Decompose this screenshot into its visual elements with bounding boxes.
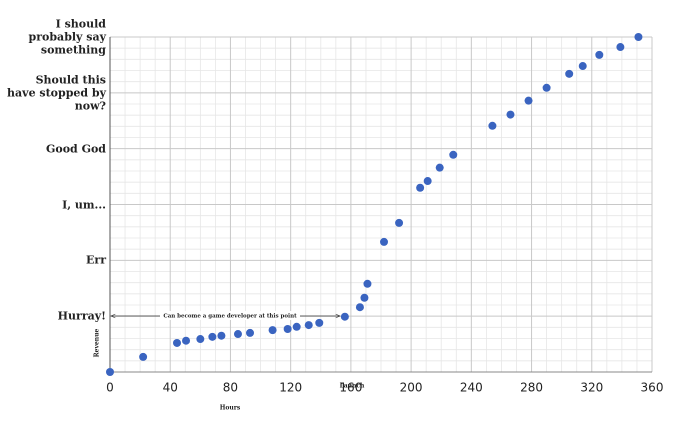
y-tick-label: Good God — [45, 142, 106, 156]
point — [208, 332, 217, 341]
y-tick-label: Should this have stopped by now? — [7, 73, 106, 113]
point — [217, 331, 226, 340]
point — [233, 330, 242, 339]
point — [172, 338, 181, 347]
y-tick-label: Hurray! — [57, 309, 106, 323]
point — [488, 121, 497, 130]
y-tick-label: Err — [86, 253, 106, 267]
x-tick-label: 120 — [279, 381, 302, 395]
annotation: Can become a game developer at this poin… — [163, 314, 297, 320]
point — [283, 325, 292, 334]
point — [565, 69, 574, 78]
point — [506, 110, 515, 119]
point — [416, 183, 425, 192]
point — [304, 321, 313, 330]
x-tick-label: 320 — [580, 381, 603, 395]
annotation-bg — [160, 311, 300, 320]
y-tick-label: I should probably say something — [28, 17, 106, 57]
y-axis-title: Revenue — [94, 328, 101, 357]
point — [182, 336, 191, 345]
point — [634, 33, 643, 41]
point — [380, 237, 389, 246]
point — [395, 218, 404, 227]
x-tick-label: 40 — [163, 381, 178, 395]
x-tick-label: 280 — [520, 381, 543, 395]
point — [139, 352, 148, 361]
point — [435, 163, 444, 172]
x-tick-label: 0 — [106, 381, 114, 395]
point — [292, 322, 301, 331]
point — [449, 150, 458, 159]
point — [106, 368, 114, 376]
point — [542, 83, 551, 92]
point — [246, 328, 255, 337]
x-axis-title: Hours — [220, 405, 241, 412]
point — [360, 293, 369, 302]
annotation: Launch — [340, 383, 365, 390]
point — [355, 303, 364, 312]
x-tick-label: 160 — [339, 381, 362, 395]
y-tick-label: I, um... — [62, 198, 106, 211]
point — [196, 335, 205, 344]
point — [340, 312, 349, 321]
point — [595, 50, 604, 59]
x-tick-label: 200 — [400, 381, 423, 395]
point — [268, 326, 277, 335]
point — [524, 96, 533, 105]
x-tick-label: 80 — [223, 381, 238, 395]
point — [616, 43, 625, 52]
point — [363, 279, 372, 288]
point — [578, 62, 587, 71]
point — [423, 177, 432, 186]
x-tick-label: 240 — [460, 381, 483, 395]
x-tick-label: 360 — [641, 381, 664, 395]
point — [315, 318, 324, 327]
